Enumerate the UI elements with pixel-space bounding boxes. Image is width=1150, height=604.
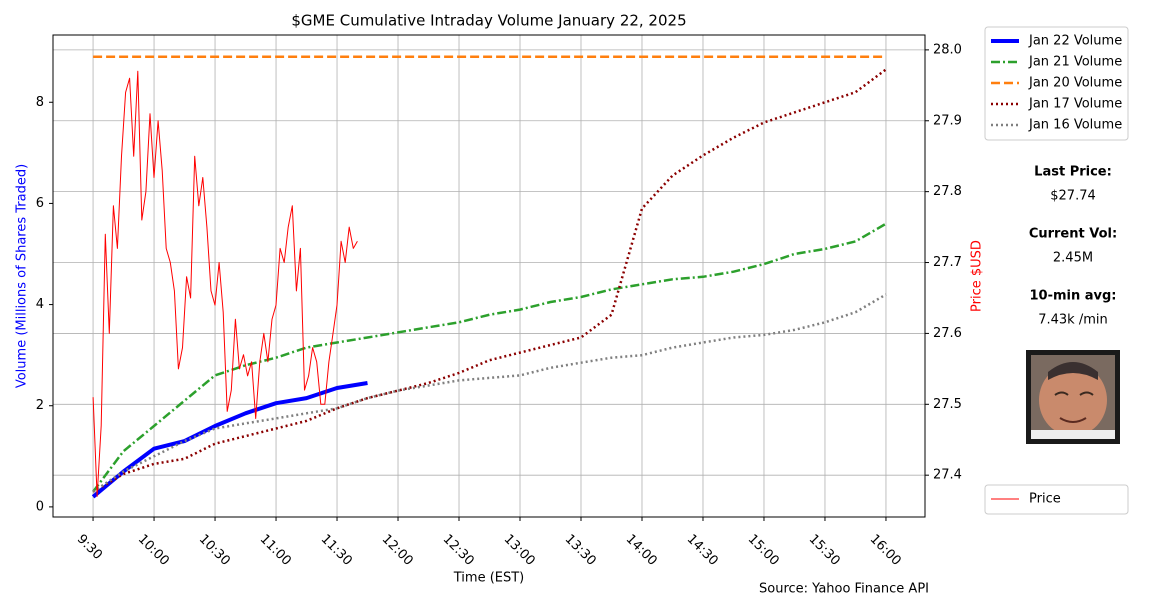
meme-image [1026,350,1120,444]
legend-box [984,26,1129,141]
y-axis-label: Volume (Millions of Shares Traded) [15,164,30,388]
chart-title: $GME Cumulative Intraday Volume January … [291,12,686,30]
info-value: 2.45M [1053,251,1093,266]
y-tick-label: 4 [36,297,44,312]
y2-axis-label: Price $USD [970,240,985,312]
y-tick-label: 2 [36,398,44,413]
source-note: Source: Yahoo Finance API [759,582,929,597]
legend-label: Jan 17 Volume [1028,97,1122,112]
info-label: Current Vol: [1029,227,1117,242]
info-value: 7.43k /min [1038,313,1108,328]
y-tick-label: 6 [36,196,44,211]
y2-tick-label: 27.6 [933,326,962,341]
y2-tick-label: 28.0 [933,42,962,57]
y2-tick-label: 27.7 [933,255,962,270]
series-line [92,293,887,493]
legend-label: Price [1029,492,1061,507]
y-tick-label: 8 [36,95,44,110]
legend-box [984,484,1129,515]
series-line [92,222,887,493]
legend-label: Jan 22 Volume [1028,34,1122,49]
info-label: Last Price: [1034,165,1112,180]
legend-label: Jan 21 Volume [1028,55,1122,70]
x-axis-label: Time (EST) [453,571,525,586]
y2-tick-label: 27.4 [933,468,962,483]
legend-label: Jan 16 Volume [1028,118,1122,133]
legend-label: Jan 20 Volume [1028,76,1122,91]
series-line [91,381,368,499]
info-value: $27.74 [1050,189,1096,204]
info-label: 10-min avg: [1029,289,1116,304]
y2-tick-label: 27.5 [933,397,962,412]
y2-tick-label: 27.9 [933,113,962,128]
series-line [92,70,358,497]
y2-tick-label: 27.8 [933,184,962,199]
y-tick-label: 0 [36,499,44,514]
plot-frame [52,34,926,518]
